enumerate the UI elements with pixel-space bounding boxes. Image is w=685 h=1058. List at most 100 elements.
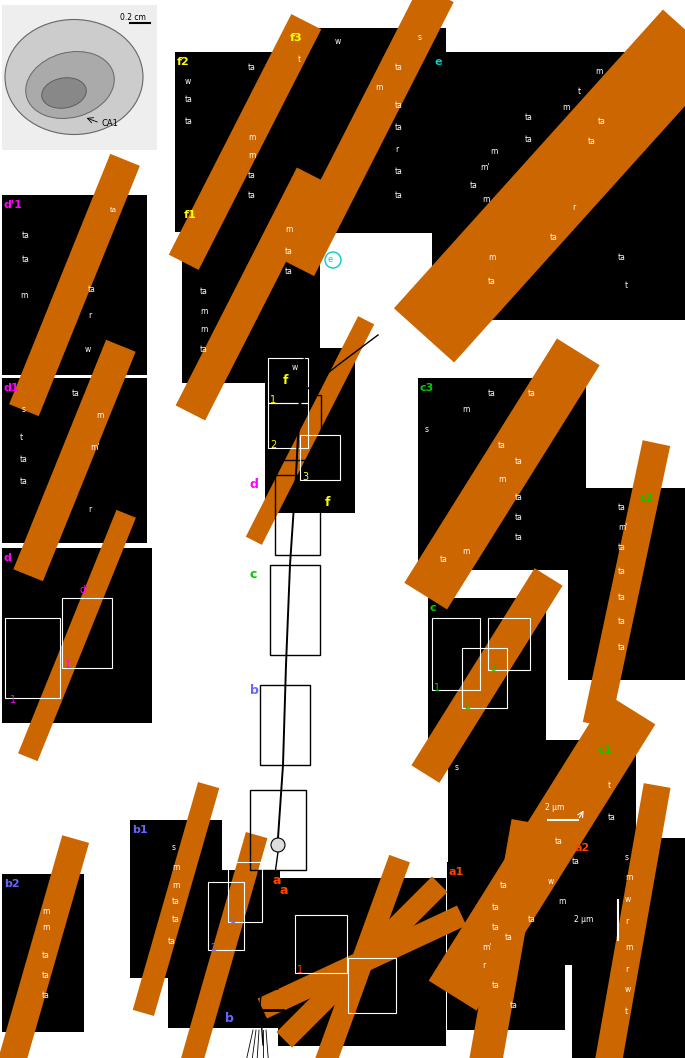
Ellipse shape xyxy=(42,77,86,108)
Text: ta: ta xyxy=(618,254,626,262)
Polygon shape xyxy=(181,832,267,1058)
Text: w: w xyxy=(292,364,298,372)
Text: ta: ta xyxy=(470,181,478,189)
Text: m': m' xyxy=(480,164,490,172)
Text: ta: ta xyxy=(248,63,256,73)
Text: e: e xyxy=(435,57,443,67)
Text: r: r xyxy=(395,146,398,154)
Text: m: m xyxy=(248,150,256,160)
Text: m: m xyxy=(200,326,208,334)
Text: ta: ta xyxy=(525,135,533,145)
Text: m: m xyxy=(488,254,495,262)
Text: 1: 1 xyxy=(434,683,440,693)
Text: ta: ta xyxy=(72,388,80,398)
Text: ta: ta xyxy=(172,897,180,907)
Polygon shape xyxy=(175,167,326,420)
Text: ta: ta xyxy=(618,643,626,653)
Text: s: s xyxy=(22,405,26,415)
Text: ta: ta xyxy=(168,937,176,947)
Text: m: m xyxy=(248,133,256,143)
Bar xyxy=(432,618,480,690)
Text: m: m xyxy=(498,475,506,485)
Text: ta: ta xyxy=(618,618,626,626)
Text: ta: ta xyxy=(42,970,50,980)
Text: ta: ta xyxy=(395,63,403,73)
Text: ta: ta xyxy=(20,456,28,464)
Text: m: m xyxy=(42,908,49,916)
Text: a1: a1 xyxy=(449,867,464,877)
Text: M: M xyxy=(271,930,279,940)
Text: 1: 1 xyxy=(297,965,303,975)
Text: L: L xyxy=(273,984,277,992)
Polygon shape xyxy=(133,782,219,1016)
Polygon shape xyxy=(412,568,562,783)
Polygon shape xyxy=(280,0,453,276)
Text: s: s xyxy=(172,843,176,853)
Bar xyxy=(448,740,636,965)
Text: m': m' xyxy=(90,443,99,453)
Text: 2: 2 xyxy=(464,701,470,711)
Text: 50 μm: 50 μm xyxy=(233,1020,260,1028)
Text: t: t xyxy=(625,280,628,290)
Bar xyxy=(300,435,340,480)
Text: w: w xyxy=(625,985,632,995)
Polygon shape xyxy=(586,783,671,1058)
Bar xyxy=(175,52,315,232)
Text: a: a xyxy=(280,883,288,896)
Text: m: m xyxy=(172,880,179,890)
Text: ta: ta xyxy=(515,457,523,467)
Text: I: I xyxy=(249,955,251,965)
Text: ta: ta xyxy=(498,440,506,450)
Bar xyxy=(250,790,306,870)
Text: 2: 2 xyxy=(210,943,216,953)
Text: ta: ta xyxy=(42,990,50,1000)
Text: ta: ta xyxy=(492,981,500,989)
Text: ta: ta xyxy=(618,544,626,552)
Polygon shape xyxy=(13,340,136,581)
Polygon shape xyxy=(18,510,136,761)
Text: d: d xyxy=(250,478,259,492)
Polygon shape xyxy=(258,906,466,1019)
Text: c: c xyxy=(250,568,258,582)
Bar xyxy=(283,395,321,460)
Bar xyxy=(2,548,152,723)
Polygon shape xyxy=(277,876,447,1047)
Bar xyxy=(168,870,280,1028)
Text: 1: 1 xyxy=(65,660,71,670)
Text: m: m xyxy=(482,196,489,204)
Bar xyxy=(270,565,320,655)
Bar xyxy=(2,874,84,1032)
Text: ta: ta xyxy=(488,277,496,287)
Text: S: S xyxy=(297,955,303,965)
Bar xyxy=(418,378,586,570)
Text: d': d' xyxy=(80,585,88,595)
Polygon shape xyxy=(0,835,89,1058)
Text: ta: ta xyxy=(598,117,606,127)
Text: t: t xyxy=(20,434,23,442)
Bar xyxy=(488,618,530,670)
Text: f3: f3 xyxy=(290,33,303,43)
Polygon shape xyxy=(429,694,656,1010)
Bar xyxy=(268,403,308,448)
Bar xyxy=(432,52,685,320)
Polygon shape xyxy=(169,14,321,270)
Text: a2: a2 xyxy=(575,843,590,853)
Text: ta: ta xyxy=(525,113,533,123)
Bar xyxy=(288,28,446,233)
Text: m: m xyxy=(558,897,565,907)
Text: m: m xyxy=(462,547,469,557)
Text: ta: ta xyxy=(492,904,500,912)
Text: w: w xyxy=(185,77,191,87)
Text: ta: ta xyxy=(185,95,193,105)
Bar xyxy=(278,878,446,1046)
Text: ta: ta xyxy=(22,231,30,239)
Polygon shape xyxy=(404,339,599,609)
Text: ta: ta xyxy=(550,234,558,242)
Text: t: t xyxy=(298,55,301,65)
Text: ta: ta xyxy=(395,124,403,132)
Text: 0.2 cm: 0.2 cm xyxy=(120,13,146,21)
Text: CA1: CA1 xyxy=(102,118,119,128)
Bar xyxy=(2,378,147,543)
Bar xyxy=(462,647,507,708)
Text: ta: ta xyxy=(618,567,626,577)
